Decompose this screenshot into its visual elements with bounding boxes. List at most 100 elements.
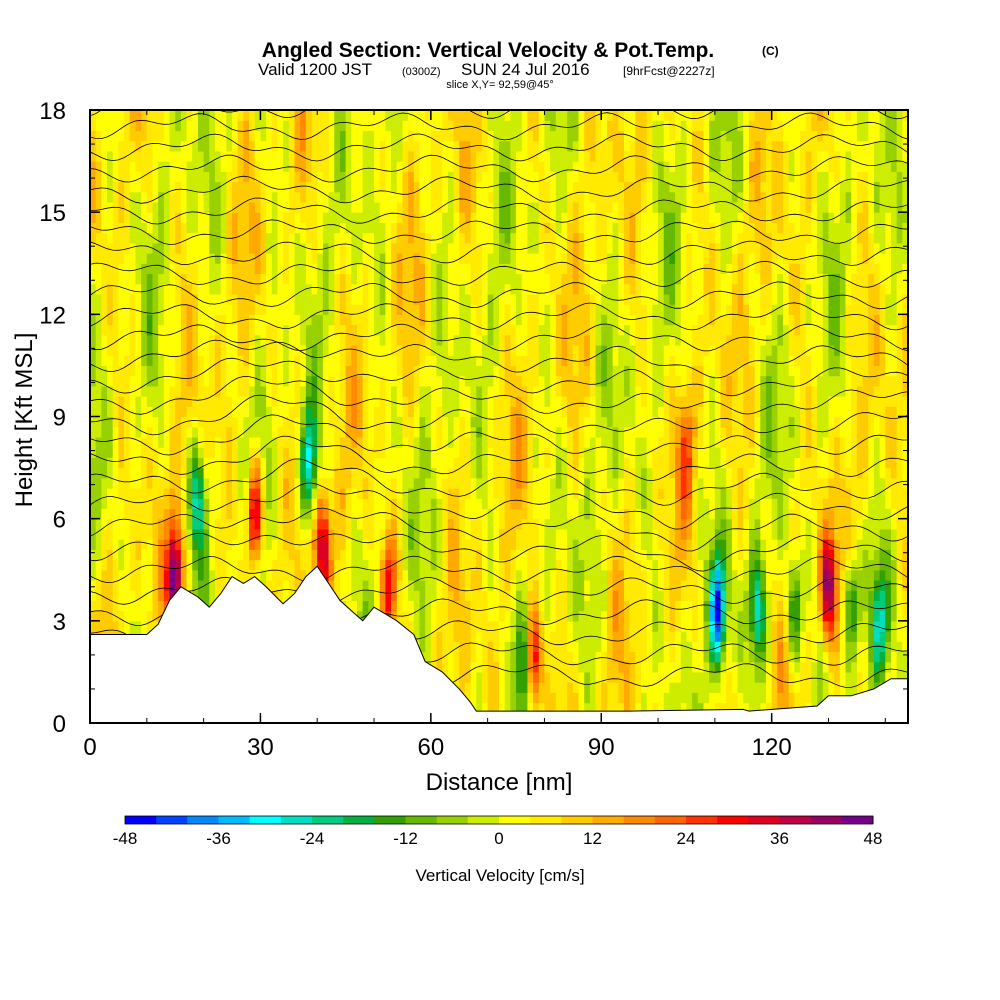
velocity-cell: [118, 590, 125, 601]
velocity-cell: [197, 334, 205, 346]
velocity-cell: [101, 120, 108, 132]
velocity-cell: [356, 467, 364, 479]
velocity-cell: [317, 273, 324, 285]
velocity-cell: [214, 161, 222, 172]
velocity-cell: [328, 396, 335, 407]
velocity-cell: [413, 334, 421, 346]
velocity-cell: [146, 140, 154, 152]
velocity-cell: [521, 600, 528, 612]
velocity-cell: [351, 436, 358, 448]
velocity-cell: [214, 365, 222, 377]
velocity-cell: [504, 518, 511, 530]
velocity-cell: [544, 396, 551, 407]
velocity-cell: [203, 569, 210, 581]
velocity-cell: [266, 191, 273, 203]
velocity-cell: [453, 140, 460, 152]
velocity-cell: [538, 304, 546, 315]
velocity-cell: [544, 355, 551, 367]
velocity-cell: [311, 212, 318, 223]
velocity-cell: [305, 416, 313, 428]
velocity-cell: [345, 477, 352, 489]
velocity-cell: [374, 396, 381, 407]
velocity-cell: [237, 416, 244, 428]
velocity-cell: [544, 620, 551, 632]
velocity-cell: [249, 355, 256, 367]
velocity-cell: [180, 120, 188, 132]
velocity-cell: [345, 375, 352, 387]
velocity-cell: [163, 283, 171, 295]
velocity-cell: [249, 528, 256, 540]
velocity-cell: [550, 273, 557, 285]
velocity-cell: [141, 610, 148, 622]
velocity-cell: [481, 263, 489, 275]
velocity-cell: [283, 334, 290, 346]
velocity-cell: [197, 467, 205, 479]
velocity-cell: [203, 171, 210, 183]
velocity-cell: [243, 222, 250, 234]
velocity-cell: [561, 631, 568, 642]
velocity-cell: [447, 620, 455, 632]
velocity-cell: [413, 273, 421, 285]
velocity-cell: [504, 579, 511, 591]
velocity-cell: [277, 120, 284, 132]
velocity-cell: [425, 549, 432, 561]
velocity-cell: [288, 457, 296, 469]
velocity-cell: [180, 559, 188, 571]
velocity-cell: [430, 253, 438, 264]
velocity-cell: [90, 120, 97, 132]
velocity-cell: [459, 539, 466, 550]
velocity-cell: [339, 436, 347, 448]
velocity-cell: [118, 416, 125, 428]
velocity-cell: [402, 559, 409, 571]
velocity-cell: [379, 375, 386, 387]
velocity-cell: [362, 365, 369, 377]
velocity-cell: [470, 334, 477, 346]
velocity-cell: [158, 426, 165, 438]
velocity-cell: [124, 181, 131, 193]
velocity-cell: [317, 293, 324, 305]
velocity-cell: [288, 355, 296, 367]
velocity-cell: [271, 457, 279, 469]
velocity-cell: [481, 355, 489, 367]
velocity-cell: [311, 406, 318, 418]
velocity-cell: [107, 140, 114, 152]
velocity-cell: [510, 661, 517, 673]
velocity-cell: [550, 457, 557, 469]
velocity-cell: [260, 528, 267, 540]
velocity-cell: [175, 508, 182, 520]
velocity-cell: [430, 396, 438, 407]
velocity-cell: [425, 293, 432, 305]
velocity-cell: [436, 477, 443, 489]
vertical-velocity-field: [90, 110, 908, 723]
velocity-cell: [533, 314, 540, 326]
velocity-cell: [391, 467, 398, 479]
velocity-cell: [356, 150, 364, 162]
velocity-cell: [413, 559, 421, 571]
velocity-cell: [499, 222, 506, 234]
velocity-cell: [271, 130, 279, 142]
velocity-cell: [356, 477, 364, 489]
velocity-cell: [192, 232, 199, 244]
velocity-cell: [322, 559, 330, 571]
velocity-cell: [180, 222, 188, 234]
velocity-cell: [493, 457, 500, 469]
velocity-cell: [487, 273, 494, 285]
velocity-cell: [487, 293, 494, 305]
velocity-cell: [277, 314, 284, 326]
velocity-cell: [305, 436, 313, 448]
velocity-cell: [555, 488, 563, 499]
velocity-cell: [220, 467, 227, 479]
velocity-cell: [538, 539, 546, 550]
velocity-cell: [533, 201, 540, 213]
velocity-cell: [158, 171, 165, 183]
velocity-cell: [271, 498, 279, 510]
velocity-cell: [487, 232, 494, 244]
velocity-cell: [118, 171, 125, 183]
velocity-cell: [516, 682, 523, 693]
velocity-cell: [90, 436, 97, 448]
velocity-cell: [499, 385, 506, 397]
velocity-cell: [504, 263, 511, 275]
velocity-cell: [220, 457, 227, 469]
velocity-cell: [408, 324, 415, 336]
velocity-cell: [447, 375, 455, 387]
